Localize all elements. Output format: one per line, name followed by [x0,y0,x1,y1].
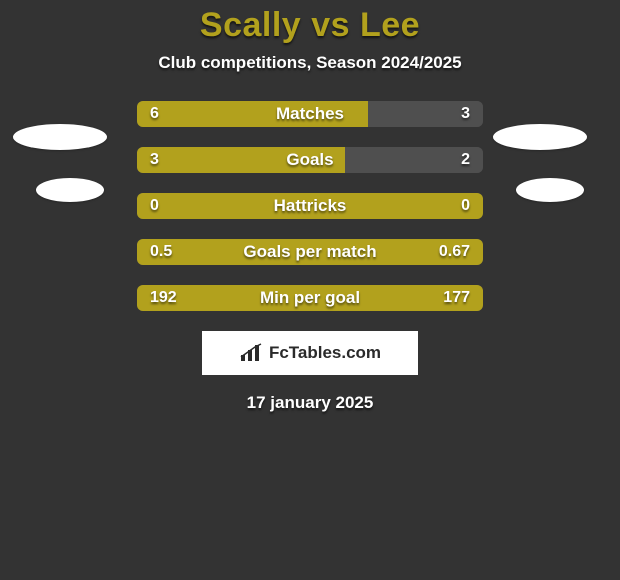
bar-track: Hattricks [137,193,483,219]
stat-value-right: 0 [461,197,470,215]
date-text: 17 january 2025 [0,393,620,413]
bar-segment-left [137,285,483,311]
stat-value-left: 0.5 [150,243,172,261]
page-title: Scally vs Lee [0,0,620,45]
subtitle: Club competitions, Season 2024/2025 [0,53,620,73]
stat-value-left: 3 [150,151,159,169]
stat-value-right: 2 [461,151,470,169]
bar-track: Min per goal [137,285,483,311]
decorative-ellipse [493,124,587,150]
stat-value-left: 0 [150,197,159,215]
bar-segment-left [137,239,483,265]
stat-value-right: 177 [443,289,470,307]
bar-track: Matches [137,101,483,127]
bar-chart-icon [239,343,263,363]
bar-track: Goals per match [137,239,483,265]
stat-value-left: 192 [150,289,177,307]
brand-logo: FcTables.com [239,343,381,363]
brand-logo-text: FcTables.com [269,343,381,363]
stat-row: Matches6 3 [0,101,620,127]
stat-row: Min per goal192 177 [0,285,620,311]
bar-track: Goals [137,147,483,173]
stat-value-left: 6 [150,105,159,123]
bar-segment-left [137,147,345,173]
brand-logo-box: FcTables.com [202,331,418,375]
decorative-ellipse [516,178,584,202]
title-player-left: Scally [200,6,301,44]
stat-row: Goals per match0.5 0.67 [0,239,620,265]
decorative-ellipse [36,178,104,202]
stat-value-right: 3 [461,105,470,123]
title-player-right: Lee [360,6,420,44]
bar-segment-left [137,193,483,219]
decorative-ellipse [13,124,107,150]
stat-row: Goals3 2 [0,147,620,173]
title-vs: vs [311,6,350,44]
bar-segment-left [137,101,368,127]
stat-value-right: 0.67 [439,243,470,261]
comparison-infographic: Scally vs Lee Club competitions, Season … [0,0,620,580]
